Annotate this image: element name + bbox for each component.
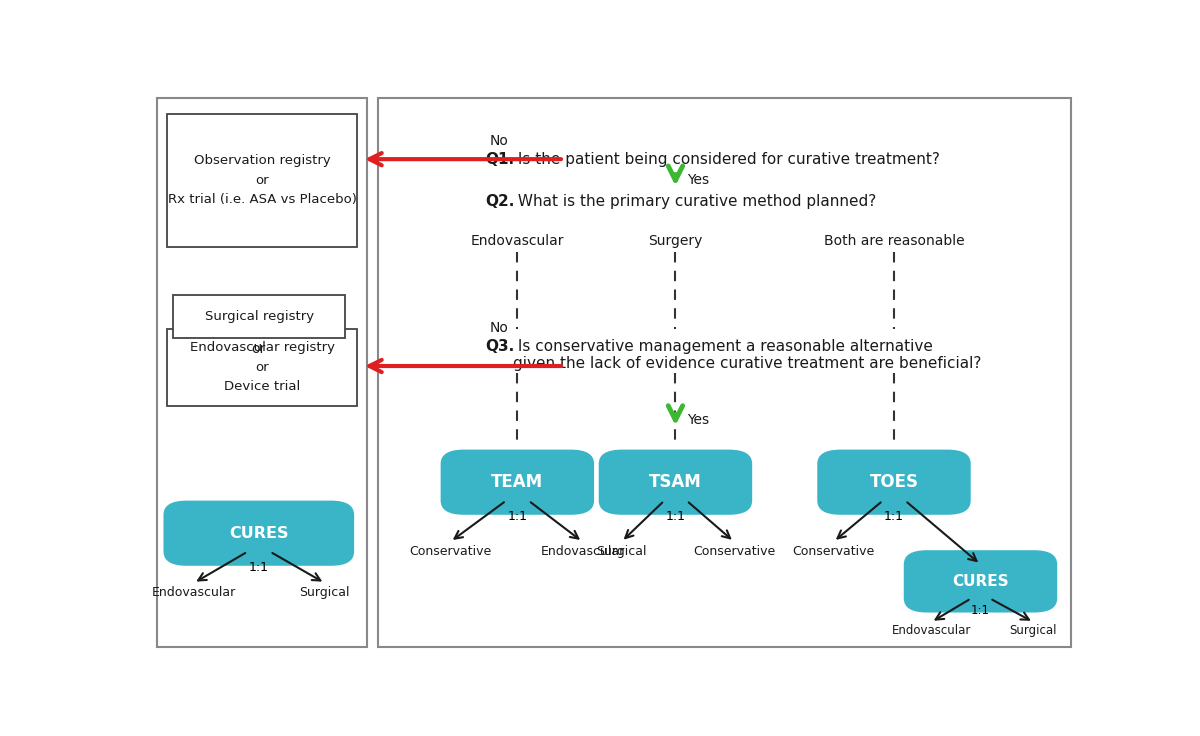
Text: TEAM: TEAM: [491, 473, 544, 491]
Text: Surgery: Surgery: [648, 234, 703, 248]
Text: CURES: CURES: [229, 526, 288, 541]
Text: Endovascular: Endovascular: [892, 624, 971, 637]
Text: 1:1: 1:1: [884, 510, 904, 523]
Text: Conservative: Conservative: [692, 545, 775, 558]
Text: Conservative: Conservative: [409, 545, 492, 558]
FancyBboxPatch shape: [904, 551, 1057, 612]
Text: 1:1: 1:1: [971, 604, 990, 618]
Text: 1:1: 1:1: [248, 561, 269, 574]
Text: Q1.: Q1.: [485, 152, 514, 166]
Text: Endovascular: Endovascular: [540, 545, 624, 558]
Text: No: No: [490, 134, 508, 148]
FancyBboxPatch shape: [817, 450, 971, 514]
Text: Surgical: Surgical: [300, 586, 350, 599]
Text: Is the patient being considered for curative treatment?: Is the patient being considered for cura…: [512, 152, 940, 166]
Text: TOES: TOES: [870, 473, 918, 491]
Text: Surgical: Surgical: [1009, 624, 1057, 637]
FancyBboxPatch shape: [440, 450, 594, 514]
FancyBboxPatch shape: [167, 114, 358, 247]
Text: given the lack of evidence curative treatment are beneficial?: given the lack of evidence curative trea…: [512, 355, 982, 371]
FancyBboxPatch shape: [167, 329, 358, 406]
Text: Is conservative management a reasonable alternative: Is conservative management a reasonable …: [512, 339, 932, 354]
Text: Surgical: Surgical: [596, 545, 647, 558]
Text: Endovascular registry
or
Device trial: Endovascular registry or Device trial: [190, 342, 335, 394]
FancyBboxPatch shape: [173, 295, 346, 338]
FancyBboxPatch shape: [157, 98, 367, 646]
Text: Q2.: Q2.: [485, 194, 514, 209]
Text: Endovascular: Endovascular: [470, 234, 564, 248]
Text: CURES: CURES: [952, 574, 1009, 589]
Text: Yes: Yes: [688, 413, 709, 427]
Text: Observation registry
or
Rx trial (i.e. ASA vs Placebo): Observation registry or Rx trial (i.e. A…: [168, 155, 356, 206]
Text: Q3.: Q3.: [485, 339, 514, 354]
Text: 1:1: 1:1: [666, 510, 685, 523]
Text: What is the primary curative method planned?: What is the primary curative method plan…: [512, 194, 876, 209]
Text: Conservative: Conservative: [792, 545, 875, 558]
Text: Surgical registry: Surgical registry: [205, 310, 314, 323]
Text: 1:1: 1:1: [508, 510, 527, 523]
Text: Endovascular: Endovascular: [151, 586, 236, 599]
Text: Yes: Yes: [688, 173, 709, 187]
Text: No: No: [490, 321, 508, 335]
Text: or: or: [252, 342, 266, 356]
FancyBboxPatch shape: [378, 98, 1070, 646]
FancyBboxPatch shape: [163, 500, 354, 566]
FancyBboxPatch shape: [599, 450, 752, 514]
Text: Both are reasonable: Both are reasonable: [823, 234, 965, 248]
Text: TSAM: TSAM: [649, 473, 702, 491]
